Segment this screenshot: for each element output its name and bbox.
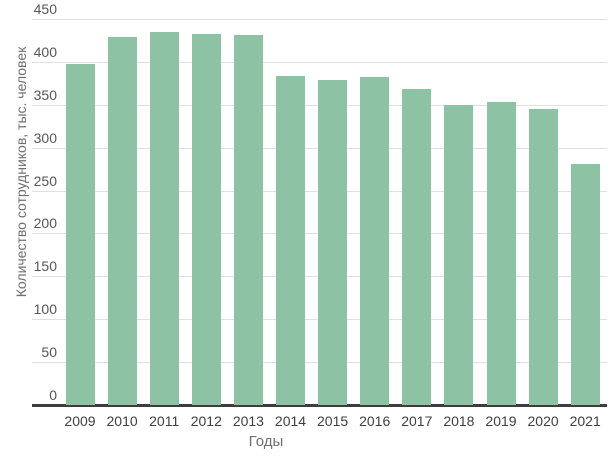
bar-2010 <box>107 37 137 405</box>
bar-2011 <box>149 31 179 405</box>
y-tick-label: 450 <box>33 1 57 17</box>
x-tick-label: 2017 <box>401 413 433 429</box>
bar-2013 <box>233 35 263 405</box>
x-axis-title: Годы <box>248 433 284 450</box>
x-tick-label: 2021 <box>569 413 601 429</box>
bar-2015 <box>318 79 348 405</box>
y-tick-label: 0 <box>49 387 57 403</box>
x-tick-label: 2015 <box>317 413 349 429</box>
bar-2012 <box>191 33 221 405</box>
y-tick-label: 400 <box>33 43 57 60</box>
x-tick-label: 2016 <box>359 413 391 429</box>
x-tick-label: 2020 <box>527 413 559 429</box>
x-axis-line <box>32 404 607 407</box>
y-tick-label: 50 <box>41 344 57 361</box>
y-tick-label: 300 <box>33 129 57 146</box>
x-tick-label: 2013 <box>232 413 264 429</box>
gridline <box>32 61 607 63</box>
bar-2016 <box>360 77 390 405</box>
bar-2021 <box>570 163 600 405</box>
x-tick-label: 2011 <box>149 413 180 429</box>
y-tick-label: 150 <box>33 258 57 275</box>
bar-2019 <box>486 102 516 405</box>
bar-2020 <box>528 109 558 405</box>
x-tick-label: 2012 <box>190 413 222 429</box>
bar-2018 <box>444 104 474 405</box>
y-tick-label: 250 <box>33 172 57 189</box>
y-tick-label: 350 <box>33 86 57 103</box>
bar-2009 <box>65 63 95 405</box>
x-tick-label: 2014 <box>274 413 307 429</box>
bar-2014 <box>276 76 305 405</box>
x-tick-label: 2009 <box>64 413 96 429</box>
bar-2017 <box>402 89 432 405</box>
x-tick-label: 2018 <box>443 413 475 429</box>
x-tick-label: 2010 <box>106 413 138 429</box>
y-tick-label: 100 <box>33 301 57 318</box>
x-tick-label: 2019 <box>485 413 517 429</box>
gridline <box>32 19 607 20</box>
y-tick-label: 200 <box>33 215 57 232</box>
